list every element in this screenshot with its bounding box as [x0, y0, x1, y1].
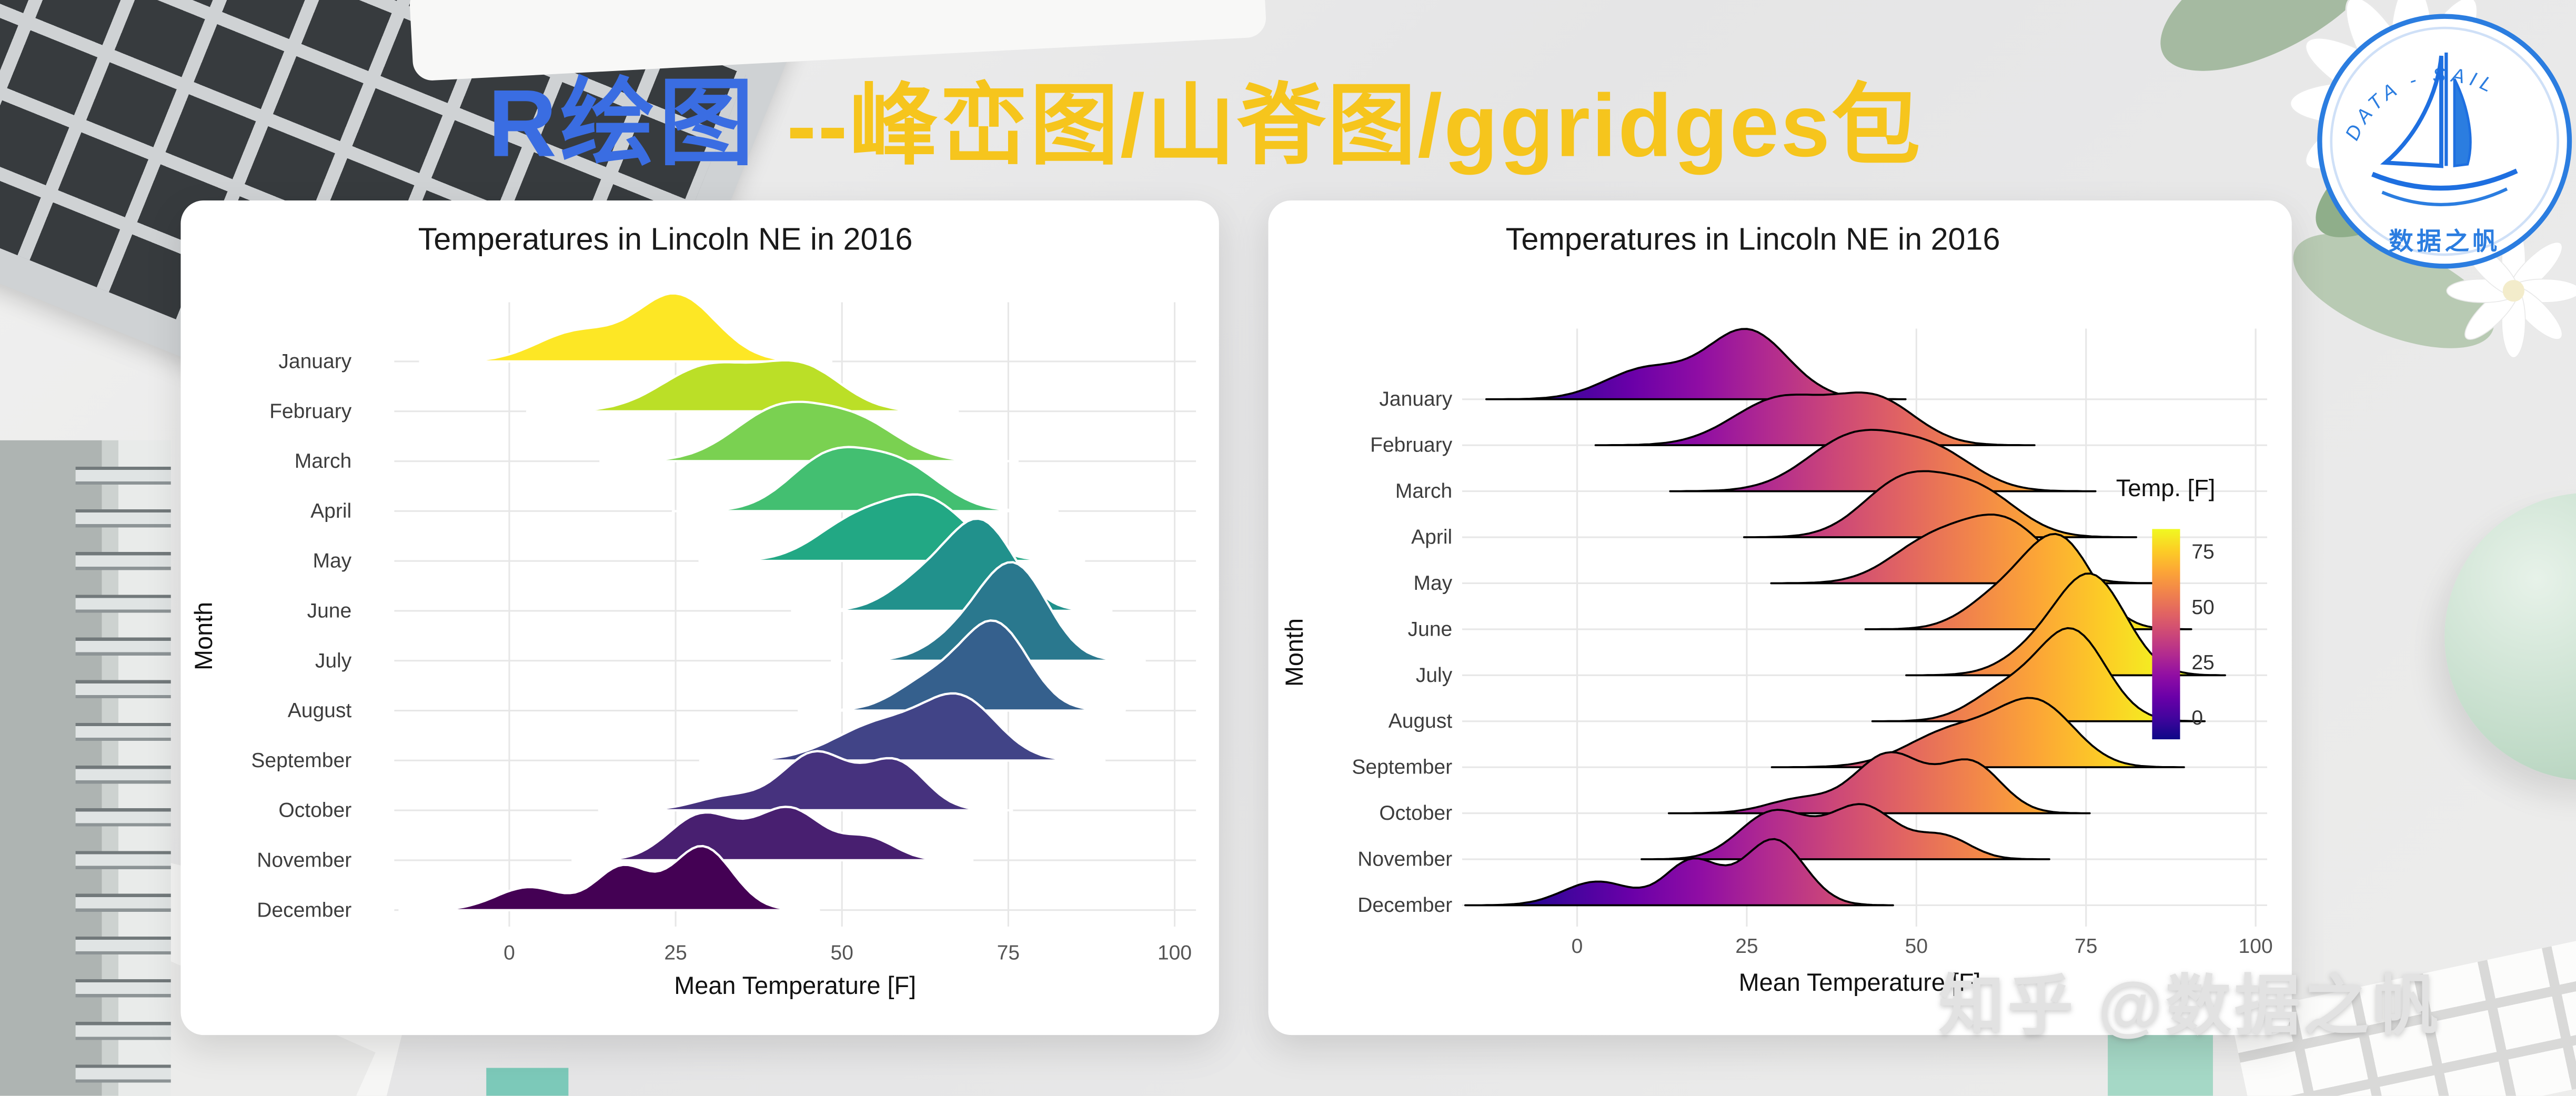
left-y-axis-label: Month: [190, 601, 219, 670]
svg-text:December: December: [1357, 894, 1452, 917]
right-y-axis-label: Month: [1281, 618, 1310, 687]
svg-text:June: June: [1408, 618, 1453, 640]
notebook-spiral-decoration: [75, 457, 171, 1096]
svg-text:January: January: [1379, 388, 1452, 410]
page-title-sub: --峰峦图/山脊图/ggridges包: [787, 77, 1922, 176]
svg-text:May: May: [1414, 572, 1453, 595]
svg-text:September: September: [251, 749, 351, 772]
svg-text:July: July: [315, 649, 352, 672]
right-x-axis-label: Mean Temperature [F]: [1738, 969, 1981, 998]
svg-text:August: August: [1388, 710, 1453, 732]
left-x-axis-label: Mean Temperature [F]: [674, 972, 917, 1001]
svg-text:50: 50: [2191, 596, 2214, 619]
svg-text:0: 0: [1572, 935, 1583, 958]
chart-card-left: 0 25 50 75 100 January February March April May Ju…: [180, 200, 1219, 1035]
svg-text:0: 0: [2191, 707, 2203, 729]
sailboat-icon: [2371, 52, 2518, 206]
svg-text:November: November: [257, 849, 351, 871]
page-title-main: R绘图: [488, 71, 758, 178]
page-title: R绘图 --峰峦图/山脊图/ggridges包: [488, 46, 1922, 184]
svg-text:75: 75: [2075, 935, 2097, 958]
svg-text:25: 25: [2191, 651, 2214, 674]
mint-strip-small-decoration: [486, 1068, 569, 1096]
svg-text:October: October: [1379, 802, 1452, 824]
svg-text:January: January: [278, 350, 351, 373]
svg-text:December: December: [257, 899, 351, 921]
svg-text:March: March: [1395, 480, 1452, 502]
svg-text:75: 75: [997, 942, 1020, 964]
svg-text:September: September: [1352, 756, 1452, 779]
svg-text:100: 100: [2239, 935, 2273, 958]
right-chart-title: Temperatures in Lincoln NE in 2016: [1505, 223, 2000, 258]
svg-text:75: 75: [2191, 541, 2214, 564]
zhihu-watermark: 知乎 @数据之帆: [1938, 971, 2442, 1043]
svg-text:50: 50: [831, 942, 853, 964]
logo-inner-ring: [2330, 26, 2559, 256]
svg-text:25: 25: [664, 942, 687, 964]
teapot-decoration: [2444, 492, 2576, 781]
logo-name-text: 数据之帆: [2389, 228, 2500, 255]
svg-text:May: May: [313, 549, 351, 572]
svg-text:Temp. [F]: Temp. [F]: [2116, 475, 2216, 501]
right-ridgeline-plot: 0 25 50 75 100 January February March April May Ju…: [1352, 328, 2273, 958]
svg-text:March: March: [295, 450, 351, 472]
svg-text:0: 0: [504, 942, 515, 964]
data-sail-logo: DATA - SAIL 数据之帆: [2317, 14, 2572, 269]
svg-text:November: November: [1357, 848, 1452, 871]
chart-card-right: 0 25 50 75 100 January February March April May Ju…: [1268, 200, 2292, 1035]
svg-text:100: 100: [1158, 942, 1192, 964]
svg-text:50: 50: [1905, 935, 1928, 958]
svg-text:August: August: [288, 699, 352, 722]
left-ridgeline-plot: 0 25 50 75 100 January February March April May Ju…: [251, 292, 1196, 964]
svg-text:February: February: [269, 400, 352, 423]
svg-text:June: June: [307, 599, 352, 622]
svg-text:October: October: [278, 799, 351, 821]
svg-text:April: April: [310, 500, 351, 522]
left-chart-title: Temperatures in Lincoln NE in 2016: [418, 223, 913, 258]
svg-text:25: 25: [1735, 935, 1758, 958]
svg-text:April: April: [1411, 526, 1452, 549]
svg-text:February: February: [1370, 434, 1453, 457]
svg-text:July: July: [1416, 664, 1453, 687]
